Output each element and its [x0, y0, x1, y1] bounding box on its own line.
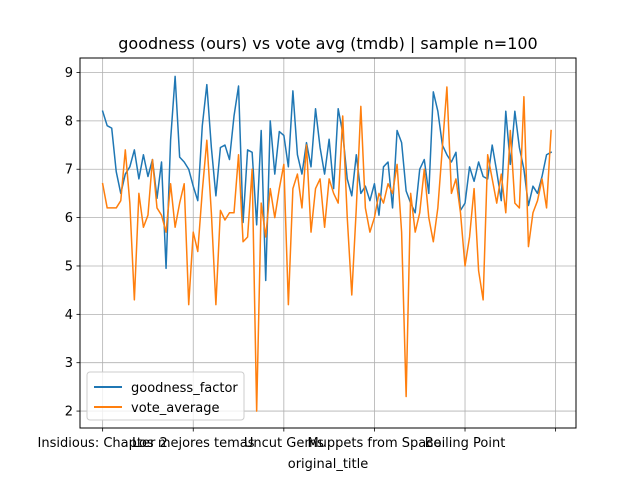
y-tick-label: 8 [65, 114, 73, 129]
series-lines [101, 75, 553, 412]
y-tick-label: 5 [65, 259, 73, 274]
x-tick-label: Los mejores temas [132, 436, 255, 451]
x-tick-label: Insidious: Chapter 2 [38, 436, 168, 451]
y-axis-ticks: 2 3 4 5 6 7 8 9 [65, 66, 80, 420]
chart-title: goodness (ours) vs vote avg (tmdb) | sam… [118, 34, 537, 53]
y-tick-label: 6 [65, 211, 73, 226]
x-tick-label: Uncut Gems [244, 436, 324, 451]
y-tick-label: 3 [65, 356, 73, 371]
x-tick-label: Muppets from Space [307, 436, 441, 451]
y-tick-label: 4 [65, 308, 73, 323]
y-tick-label: 9 [65, 66, 73, 81]
plot-area [80, 58, 576, 428]
y-tick-label: 2 [65, 405, 73, 420]
legend: goodness_factor vote_average [86, 371, 245, 421]
x-tick-label: Boiling Point [425, 436, 506, 451]
x-axis-label: original_title [288, 457, 369, 472]
legend-label-vote-average: vote_average [131, 401, 219, 416]
plot-frame [79, 57, 577, 429]
legend-label-goodness-factor: goodness_factor [131, 381, 238, 396]
series-line-goodness-factor [101, 75, 553, 282]
legend-box [86, 371, 245, 421]
y-tick-label: 7 [65, 163, 73, 178]
series-line-vote-average [101, 86, 552, 412]
